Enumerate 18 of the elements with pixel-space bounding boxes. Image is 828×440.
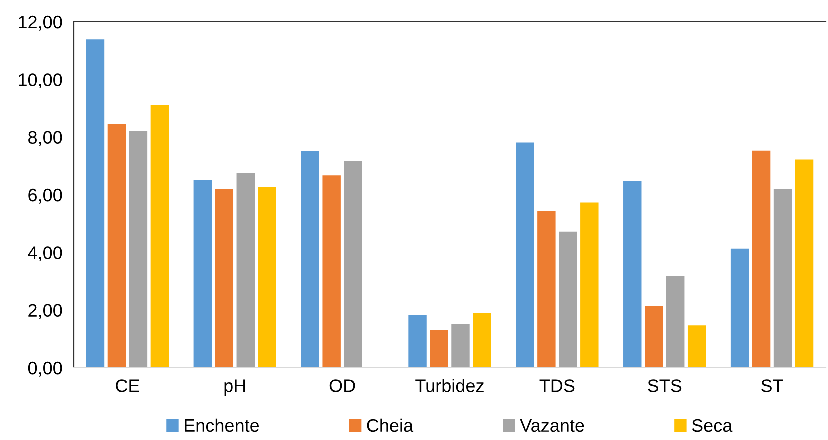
legend-label: Cheia: [367, 418, 414, 432]
y-tick-label: 6,00: [28, 188, 62, 204]
legend-label: Seca: [692, 419, 733, 432]
x-tick-label: STS: [648, 380, 682, 392]
y-tick-label: 2,00: [28, 304, 62, 320]
legend-label: Enchente: [185, 418, 260, 432]
x-tick-label: pH: [224, 380, 246, 396]
y-tick-label: 10,00: [19, 74, 62, 89]
x-tick-label: ST: [762, 380, 784, 392]
x-tick-label: OD: [330, 380, 356, 392]
x-tick-label: Turbidez: [416, 379, 484, 392]
x-tick-label: TDS: [540, 380, 575, 392]
y-tick-label: 8,00: [28, 131, 62, 146]
y-tick-label: 0,00: [28, 362, 62, 377]
y-tick-label: 4,00: [28, 246, 62, 262]
x-tick-label: CE: [116, 380, 140, 392]
y-tick-label: 12,00: [19, 16, 62, 31]
legend-label: Vazante: [520, 420, 584, 432]
